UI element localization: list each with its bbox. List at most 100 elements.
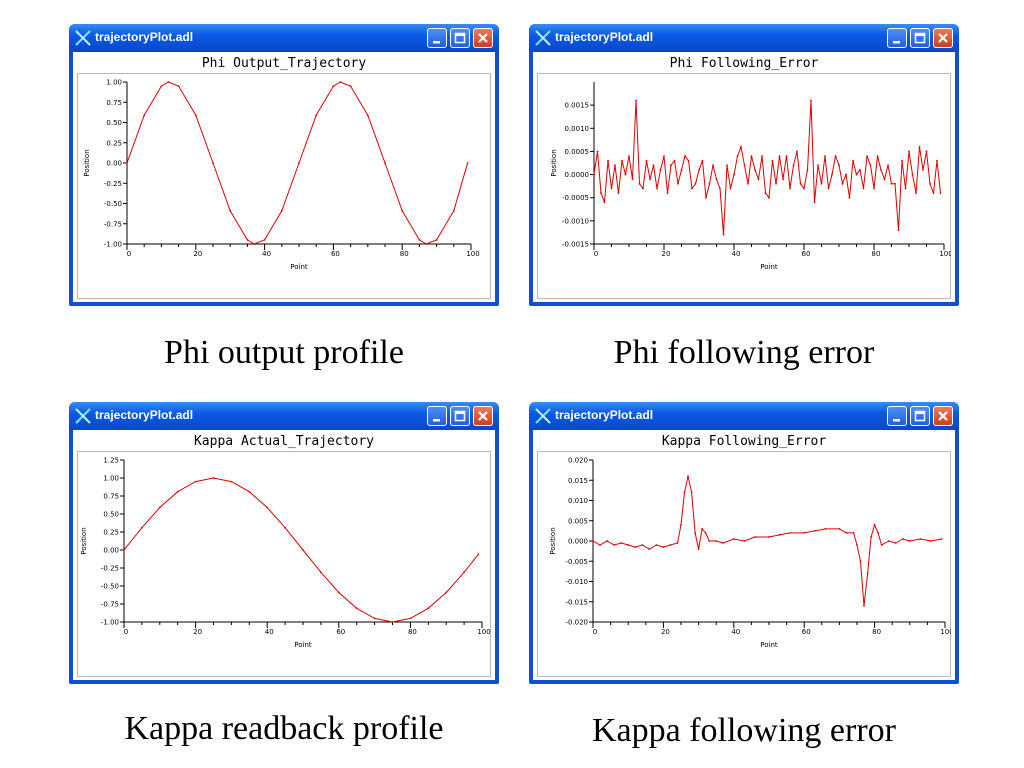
data-point bbox=[366, 114, 369, 117]
minimize-button[interactable] bbox=[427, 406, 447, 426]
series-line bbox=[593, 100, 941, 235]
data-point bbox=[820, 182, 823, 185]
data-point bbox=[212, 162, 214, 164]
y-tick-label: 1.00 bbox=[103, 475, 119, 483]
data-point bbox=[143, 114, 146, 117]
data-point bbox=[628, 155, 630, 157]
data-point bbox=[908, 540, 911, 542]
data-point bbox=[627, 544, 630, 546]
x-tick-label: 40 bbox=[732, 250, 741, 258]
y-tick-label: 0.005 bbox=[568, 517, 588, 525]
data-point bbox=[642, 187, 644, 190]
data-point bbox=[315, 114, 318, 117]
x-tick-label: 60 bbox=[802, 250, 811, 258]
y-tick-label: 0.25 bbox=[103, 529, 119, 537]
close-button[interactable] bbox=[933, 28, 953, 48]
data-point bbox=[176, 490, 179, 493]
data-point bbox=[848, 196, 851, 199]
data-point bbox=[677, 182, 679, 185]
data-point bbox=[740, 145, 742, 148]
data-point bbox=[701, 528, 703, 530]
data-point bbox=[732, 538, 735, 540]
data-point bbox=[733, 173, 735, 176]
window-client-area: Kappa Following_Error 0.020 0.015 0.010 0.0… bbox=[533, 430, 955, 680]
y-tick-label: -1.00 bbox=[101, 619, 119, 627]
kappa-error-window[interactable]: trajectoryPlot.adl Kappa Following_Error… bbox=[529, 402, 959, 684]
title-bar[interactable]: trajectoryPlot.adl bbox=[529, 402, 959, 430]
window-client-area: Kappa Actual_Trajectory 1.25 1.00 0.75 0.50… bbox=[73, 430, 495, 680]
data-point bbox=[708, 540, 711, 542]
maximize-button[interactable] bbox=[910, 28, 930, 48]
x-app-icon bbox=[535, 30, 551, 46]
x-tick-label: 100 bbox=[477, 628, 490, 636]
data-point bbox=[859, 169, 861, 171]
data-point bbox=[876, 155, 879, 157]
data-point bbox=[613, 544, 615, 546]
line-chart: 0.0015 0.0010 0.0005 0.0000 -0.0005 -0.0010 -0… bbox=[550, 82, 951, 271]
y-tick-label: -0.0005 bbox=[562, 194, 589, 202]
data-point bbox=[869, 164, 872, 167]
data-point bbox=[877, 532, 879, 534]
x-tick-label: 20 bbox=[193, 628, 202, 636]
maximize-button[interactable] bbox=[450, 406, 470, 426]
minimize-button[interactable] bbox=[887, 406, 907, 426]
data-point bbox=[852, 159, 854, 162]
title-bar[interactable]: trajectoryPlot.adl bbox=[69, 24, 499, 52]
minimize-button[interactable] bbox=[427, 28, 447, 48]
kappa-readback-window[interactable]: trajectoryPlot.adl Kappa Actual_Trajecto… bbox=[69, 402, 499, 684]
data-point bbox=[373, 617, 376, 620]
close-button[interactable] bbox=[473, 406, 493, 426]
data-point bbox=[592, 540, 594, 542]
y-tick-label: 0.75 bbox=[103, 493, 119, 501]
data-point bbox=[384, 162, 386, 164]
y-tick-label: 0.0015 bbox=[565, 102, 590, 110]
x-axis-label: Point bbox=[760, 641, 778, 649]
data-point bbox=[789, 187, 791, 190]
data-point bbox=[817, 164, 819, 167]
phi-output-window[interactable]: trajectoryPlot.adl Phi Output_Trajectory… bbox=[69, 24, 499, 306]
plot-frame bbox=[77, 73, 491, 299]
x-tick-label: 20 bbox=[661, 628, 670, 636]
maximize-button[interactable] bbox=[450, 28, 470, 48]
close-icon bbox=[938, 411, 948, 421]
plot-title: Kappa Following_Error bbox=[661, 434, 827, 449]
data-point bbox=[427, 607, 430, 610]
data-point bbox=[743, 540, 746, 542]
y-tick-label: 0.0000 bbox=[565, 171, 590, 179]
data-point bbox=[901, 538, 904, 540]
maximize-icon bbox=[914, 410, 926, 422]
y-tick-label: -0.75 bbox=[101, 601, 119, 609]
x-app-icon bbox=[75, 30, 91, 46]
data-point bbox=[929, 182, 931, 185]
data-point bbox=[614, 164, 616, 167]
data-point bbox=[355, 607, 358, 610]
phi-error-window[interactable]: trajectoryPlot.adl Phi Following_Error 0… bbox=[529, 24, 959, 306]
window-title: trajectoryPlot.adl bbox=[95, 30, 194, 44]
caption-kappa-readback: Kappa readback profile bbox=[124, 710, 444, 747]
data-point bbox=[792, 164, 795, 167]
data-point bbox=[248, 490, 251, 493]
close-button[interactable] bbox=[473, 28, 493, 48]
minimize-button[interactable] bbox=[887, 28, 907, 48]
window-title: trajectoryPlot.adl bbox=[555, 408, 654, 422]
data-point bbox=[754, 169, 756, 171]
maximize-button[interactable] bbox=[910, 406, 930, 426]
data-point bbox=[862, 187, 865, 190]
y-tick-label: 0.50 bbox=[106, 119, 122, 127]
window-client-area: Phi Output_Trajectory 1.00 0.75 0.50 0.25 0.… bbox=[73, 52, 495, 302]
data-point bbox=[631, 178, 634, 181]
data-point bbox=[887, 164, 889, 167]
data-point bbox=[873, 523, 876, 526]
data-point bbox=[827, 187, 830, 190]
data-point bbox=[911, 173, 914, 176]
data-point bbox=[603, 201, 606, 204]
y-tick-label: 0.0010 bbox=[565, 125, 590, 133]
title-bar[interactable]: trajectoryPlot.adl bbox=[69, 402, 499, 430]
data-point bbox=[690, 491, 693, 494]
y-axis-label: Position bbox=[83, 149, 91, 176]
y-tick-label: 0.000 bbox=[568, 538, 588, 546]
title-bar[interactable]: trajectoryPlot.adl bbox=[529, 24, 959, 52]
data-point bbox=[167, 81, 170, 83]
y-tick-label: 0.010 bbox=[568, 497, 588, 505]
close-button[interactable] bbox=[933, 406, 953, 426]
